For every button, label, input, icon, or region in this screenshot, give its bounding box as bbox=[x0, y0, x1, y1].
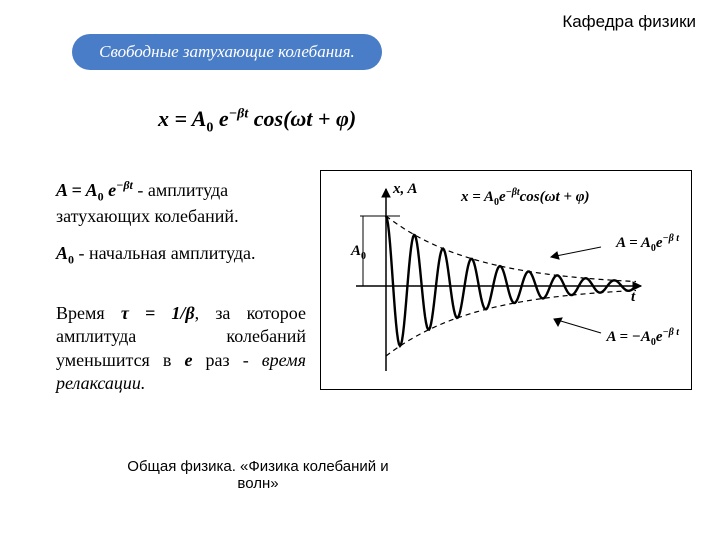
relaxation-def: Время τ = 1/β, за которое амплитуда коле… bbox=[56, 302, 306, 396]
amp-exp: −βt bbox=[116, 178, 133, 192]
eb-e: e bbox=[656, 329, 663, 345]
ieq-x: x = A bbox=[461, 189, 494, 205]
a0-marker: A0 bbox=[351, 243, 366, 262]
amp-lhs: A = A bbox=[56, 180, 98, 200]
ieq-e: e bbox=[499, 189, 506, 205]
eb-lhs: A = −A bbox=[607, 329, 651, 345]
amp-e: e bbox=[104, 180, 117, 200]
eq-x: x bbox=[158, 106, 169, 131]
env-top-eq: A = A0e−β t bbox=[616, 233, 679, 254]
amplitude-def: A = A0 e−βt - амплитуда затухающих колеб… bbox=[56, 178, 296, 229]
dept-label: Кафедра физики bbox=[562, 12, 696, 32]
amp-eq: A = A0 e−βt bbox=[56, 180, 137, 200]
eq-cos: cos bbox=[254, 106, 283, 131]
eb-exp: −β t bbox=[663, 327, 679, 338]
footer-text: Общая физика. «Физика колебаний и волн» bbox=[108, 458, 408, 492]
title-text: Свободные затухающие колебания. bbox=[99, 42, 355, 62]
a0-sym: A bbox=[56, 243, 68, 263]
ieq-cos: cos(ωt + φ) bbox=[520, 189, 590, 205]
a0-marker-A: A bbox=[351, 243, 361, 259]
et-e: e bbox=[656, 235, 663, 251]
ieq-exp: −βt bbox=[506, 187, 520, 198]
relax-eq2: e bbox=[184, 350, 192, 370]
x-axis-label: t bbox=[631, 289, 635, 306]
eq-arg: (ωt + φ) bbox=[283, 106, 356, 131]
initial-amp-def: A0 - начальная амплитуда. bbox=[56, 242, 296, 268]
env-bot-eq: A = −A0e−β t bbox=[607, 327, 679, 348]
main-equation: x = A0 e−βt cos(ωt + φ) bbox=[158, 106, 356, 136]
eq-A-sub: 0 bbox=[206, 120, 213, 135]
et-exp: −β t bbox=[663, 233, 679, 244]
eq-e: e bbox=[219, 106, 229, 131]
relax-eq1: τ = 1/β bbox=[121, 303, 195, 323]
eq-equals: = bbox=[175, 106, 192, 131]
title-box: Свободные затухающие колебания. bbox=[72, 34, 382, 70]
a0-text: - начальная амплитуда. bbox=[79, 243, 256, 263]
y-axis-label: x, A bbox=[393, 181, 417, 198]
eq-exp: −βt bbox=[229, 107, 249, 122]
amp-text1: - амплитуда bbox=[137, 180, 228, 200]
relax-t3: раз - bbox=[206, 350, 262, 370]
a0-sub: 0 bbox=[68, 253, 74, 267]
relax-t1: Время bbox=[56, 303, 121, 323]
a0-marker-sub: 0 bbox=[361, 251, 366, 262]
amp-text2: затухающих колебаний. bbox=[56, 206, 239, 226]
inside-eq: x = A0e−βtcos(ωt + φ) bbox=[461, 187, 589, 208]
et-lhs: A = A bbox=[616, 235, 651, 251]
oscillation-graph: x, A t A0 x = A0e−βtcos(ωt + φ) A = A0e−… bbox=[320, 170, 692, 390]
a0-eq: A0 bbox=[56, 243, 79, 263]
eq-A: A bbox=[192, 106, 207, 131]
